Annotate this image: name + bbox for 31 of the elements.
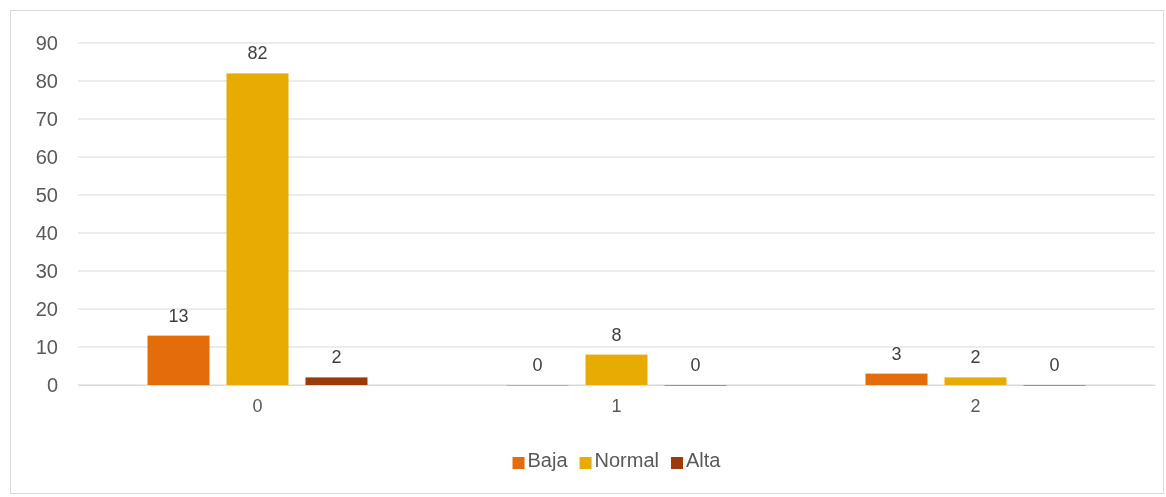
y-tick-label: 20: [35, 297, 58, 320]
data-label: 2: [331, 347, 342, 368]
data-label: 0: [1049, 355, 1060, 375]
bar: [305, 377, 368, 385]
y-tick-label: 30: [35, 259, 58, 282]
x-tick-label: 0: [252, 395, 263, 416]
bar: [865, 373, 928, 385]
legend-label: Normal: [594, 449, 660, 471]
bar: [585, 354, 648, 385]
x-tick-label: 2: [970, 395, 981, 416]
y-tick-label: 50: [35, 183, 58, 206]
data-label: 0: [532, 355, 543, 375]
data-label: 13: [168, 305, 189, 326]
y-tick-label: 60: [35, 145, 58, 168]
y-tick-label: 70: [35, 107, 58, 130]
legend-label: Alta: [686, 449, 722, 471]
x-tick-label: 1: [611, 395, 622, 416]
data-label: 0: [690, 355, 701, 375]
y-tick-label: 90: [35, 31, 58, 54]
data-label: 82: [247, 43, 268, 64]
data-label: 8: [611, 324, 622, 345]
data-label: 2: [970, 347, 981, 368]
y-tick-label: 40: [35, 221, 58, 244]
bar: [147, 335, 210, 385]
y-tick-label: 80: [35, 69, 58, 92]
y-tick-label: 0: [46, 373, 58, 396]
data-label: 3: [891, 343, 902, 364]
bar: [226, 73, 289, 385]
legend-label: Baja: [527, 449, 569, 471]
y-tick-label: 10: [35, 335, 58, 358]
bar: [944, 377, 1007, 385]
